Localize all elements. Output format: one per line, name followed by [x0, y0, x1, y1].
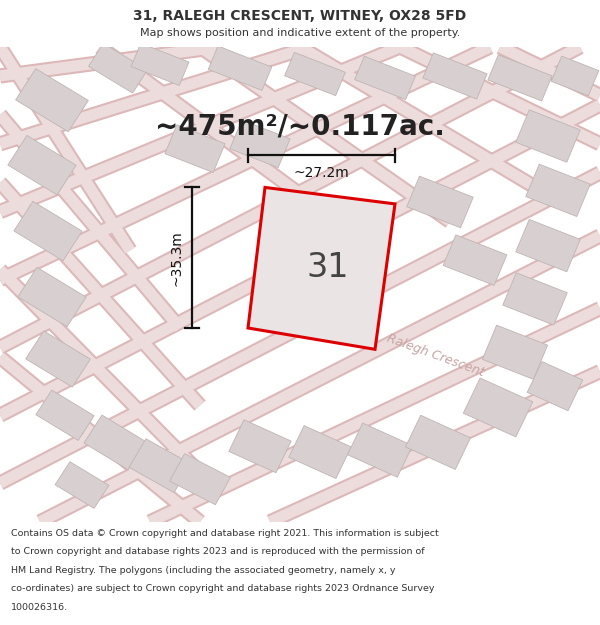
- Polygon shape: [407, 176, 473, 228]
- Polygon shape: [165, 125, 225, 172]
- Polygon shape: [488, 55, 552, 101]
- Polygon shape: [347, 423, 413, 478]
- Polygon shape: [55, 462, 109, 508]
- Polygon shape: [482, 325, 548, 379]
- Text: Ralegh Crescent: Ralegh Crescent: [385, 331, 485, 379]
- Polygon shape: [289, 426, 351, 479]
- Polygon shape: [355, 56, 415, 99]
- Polygon shape: [443, 235, 507, 286]
- Text: 31, RALEGH CRESCENT, WITNEY, OX28 5FD: 31, RALEGH CRESCENT, WITNEY, OX28 5FD: [133, 9, 467, 23]
- Polygon shape: [208, 46, 272, 91]
- Polygon shape: [8, 136, 76, 195]
- Polygon shape: [89, 43, 148, 93]
- Text: co-ordinates) are subject to Crown copyright and database rights 2023 Ordnance S: co-ordinates) are subject to Crown copyr…: [11, 584, 434, 593]
- Text: 31: 31: [307, 251, 349, 284]
- Polygon shape: [275, 231, 346, 289]
- Polygon shape: [503, 272, 567, 325]
- Polygon shape: [229, 420, 291, 472]
- Polygon shape: [516, 219, 580, 272]
- Polygon shape: [18, 268, 86, 327]
- Polygon shape: [26, 331, 91, 387]
- Polygon shape: [230, 120, 290, 168]
- Polygon shape: [131, 43, 189, 86]
- Polygon shape: [516, 110, 580, 162]
- Text: to Crown copyright and database rights 2023 and is reproduced with the permissio: to Crown copyright and database rights 2…: [11, 548, 424, 556]
- Text: ~27.2m: ~27.2m: [293, 166, 349, 180]
- Polygon shape: [551, 56, 599, 96]
- Polygon shape: [527, 362, 583, 411]
- Polygon shape: [526, 164, 590, 216]
- Text: ~475m²/~0.117ac.: ~475m²/~0.117ac.: [155, 112, 445, 141]
- Polygon shape: [406, 415, 470, 469]
- Text: Map shows position and indicative extent of the property.: Map shows position and indicative extent…: [140, 28, 460, 39]
- Polygon shape: [36, 390, 94, 441]
- Polygon shape: [284, 52, 346, 96]
- Polygon shape: [463, 378, 533, 437]
- Text: ~35.3m: ~35.3m: [169, 230, 183, 286]
- Polygon shape: [248, 188, 395, 349]
- Polygon shape: [14, 201, 82, 261]
- Polygon shape: [423, 53, 487, 99]
- Polygon shape: [129, 439, 191, 493]
- Text: HM Land Registry. The polygons (including the associated geometry, namely x, y: HM Land Registry. The polygons (includin…: [11, 566, 395, 575]
- Polygon shape: [170, 454, 230, 505]
- Polygon shape: [16, 69, 88, 132]
- Polygon shape: [84, 415, 146, 470]
- Text: 100026316.: 100026316.: [11, 602, 68, 611]
- Text: Contains OS data © Crown copyright and database right 2021. This information is : Contains OS data © Crown copyright and d…: [11, 529, 439, 538]
